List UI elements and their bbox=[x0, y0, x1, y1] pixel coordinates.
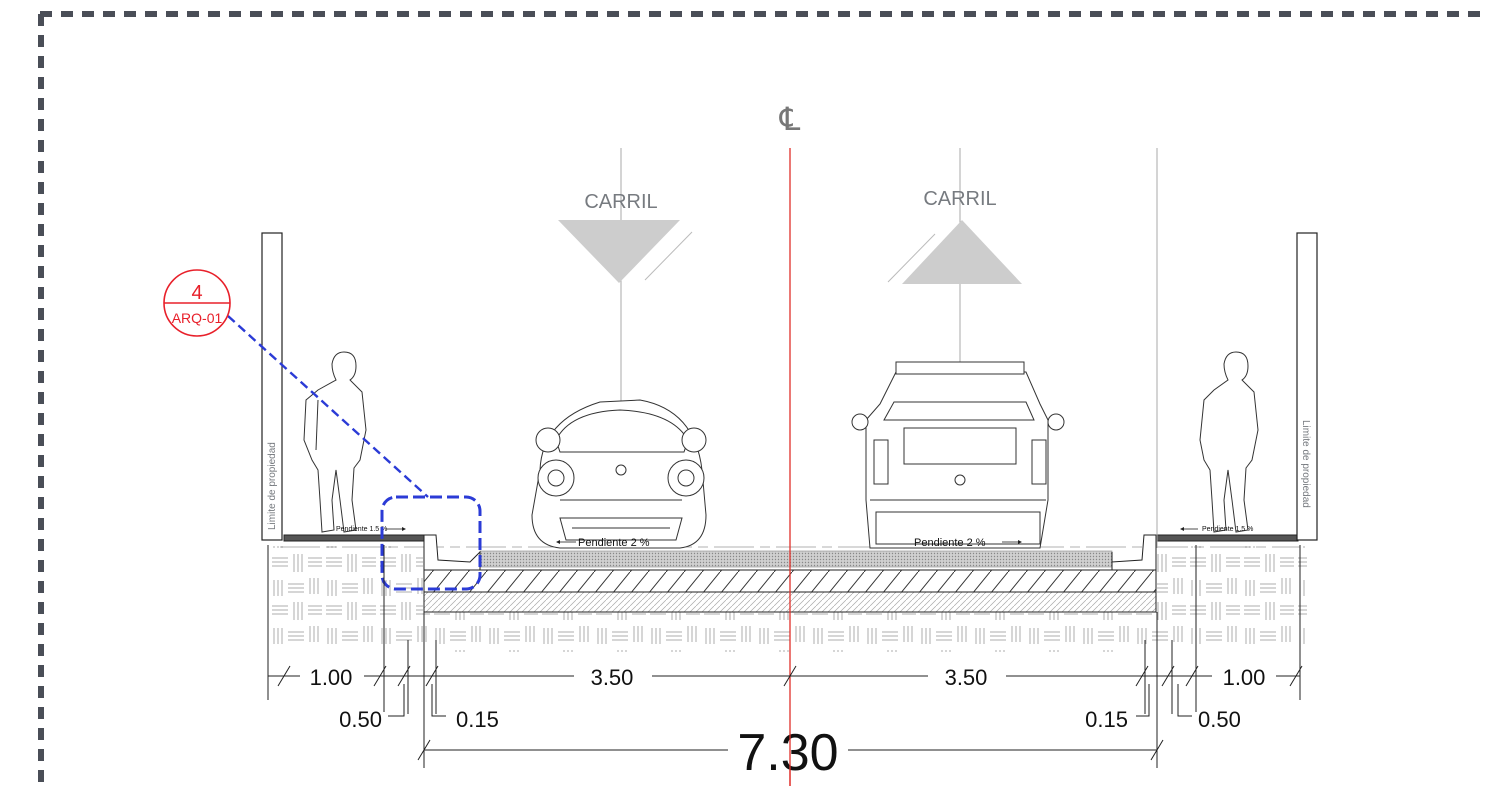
property-limit-wall-right bbox=[1296, 232, 1318, 541]
callout-sheet: ARQ-01 bbox=[172, 310, 223, 326]
lane-arrow-up-icon bbox=[902, 220, 1022, 284]
car-front-view-icon bbox=[531, 399, 707, 549]
dimension-extension-lines bbox=[267, 545, 1301, 768]
svg-text:Pendiente 2 %: Pendiente 2 % bbox=[578, 537, 650, 549]
lane-right: CARRIL bbox=[887, 188, 1022, 284]
dim-curb-left: 0.15 bbox=[456, 707, 499, 732]
centerline-symbol: ℄ bbox=[779, 100, 801, 138]
dim-curb-right: 0.15 bbox=[1085, 707, 1128, 732]
svg-text:Pendiente 2 %: Pendiente 2 % bbox=[914, 537, 986, 549]
lane-arrow-down-icon bbox=[558, 220, 680, 283]
lane-left: CARRIL bbox=[558, 191, 693, 283]
svg-text:Pendiente 1.5 %: Pendiente 1.5 % bbox=[336, 526, 387, 533]
lane-label-right: CARRIL bbox=[923, 188, 996, 210]
callout-leader-line bbox=[227, 315, 429, 498]
slope-lane-left: Pendiente 2 % bbox=[556, 537, 650, 549]
callout-detail-box bbox=[380, 495, 482, 591]
dimension-row-2 bbox=[388, 684, 1192, 717]
pedestrian-right-icon bbox=[1199, 351, 1259, 533]
suv-rear-view-icon bbox=[851, 361, 1065, 549]
dim-sidewalk-left: 1.00 bbox=[310, 665, 353, 690]
dim-lane-left: 3.50 bbox=[591, 665, 634, 690]
dim-planter-left: 0.50 bbox=[339, 707, 382, 732]
dim-planter-right: 0.50 bbox=[1198, 707, 1241, 732]
svg-text:Pendiente 1.5 %: Pendiente 1.5 % bbox=[1202, 526, 1253, 533]
pedestrian-left-icon bbox=[303, 351, 367, 533]
property-limit-label-right: Limite de propiedad bbox=[1300, 420, 1311, 508]
dim-lane-right: 3.50 bbox=[945, 665, 988, 690]
property-limit-wall-left bbox=[261, 232, 283, 541]
lane-label-left: CARRIL bbox=[584, 191, 657, 213]
slope-sidewalk-left: Pendiente 1.5 % bbox=[336, 526, 406, 533]
asphalt-surface-layer bbox=[479, 550, 1113, 568]
callout-number: 4 bbox=[191, 282, 202, 304]
dimension-row-1 bbox=[268, 665, 1303, 687]
section-callout: 4 ARQ-01 bbox=[163, 269, 482, 591]
left-sidewalk bbox=[283, 534, 481, 612]
property-limit-label-left: Limite de propiedad bbox=[267, 442, 278, 530]
slope-lane-right: Pendiente 2 % bbox=[914, 537, 1022, 549]
dim-sidewalk-right: 1.00 bbox=[1223, 665, 1266, 690]
slope-sidewalk-right: Pendiente 1.5 % bbox=[1180, 526, 1253, 533]
dimension-labels-row-1: 1.00 3.50 3.50 1.00 bbox=[300, 662, 1276, 690]
dim-total: 7.30 bbox=[737, 724, 838, 782]
